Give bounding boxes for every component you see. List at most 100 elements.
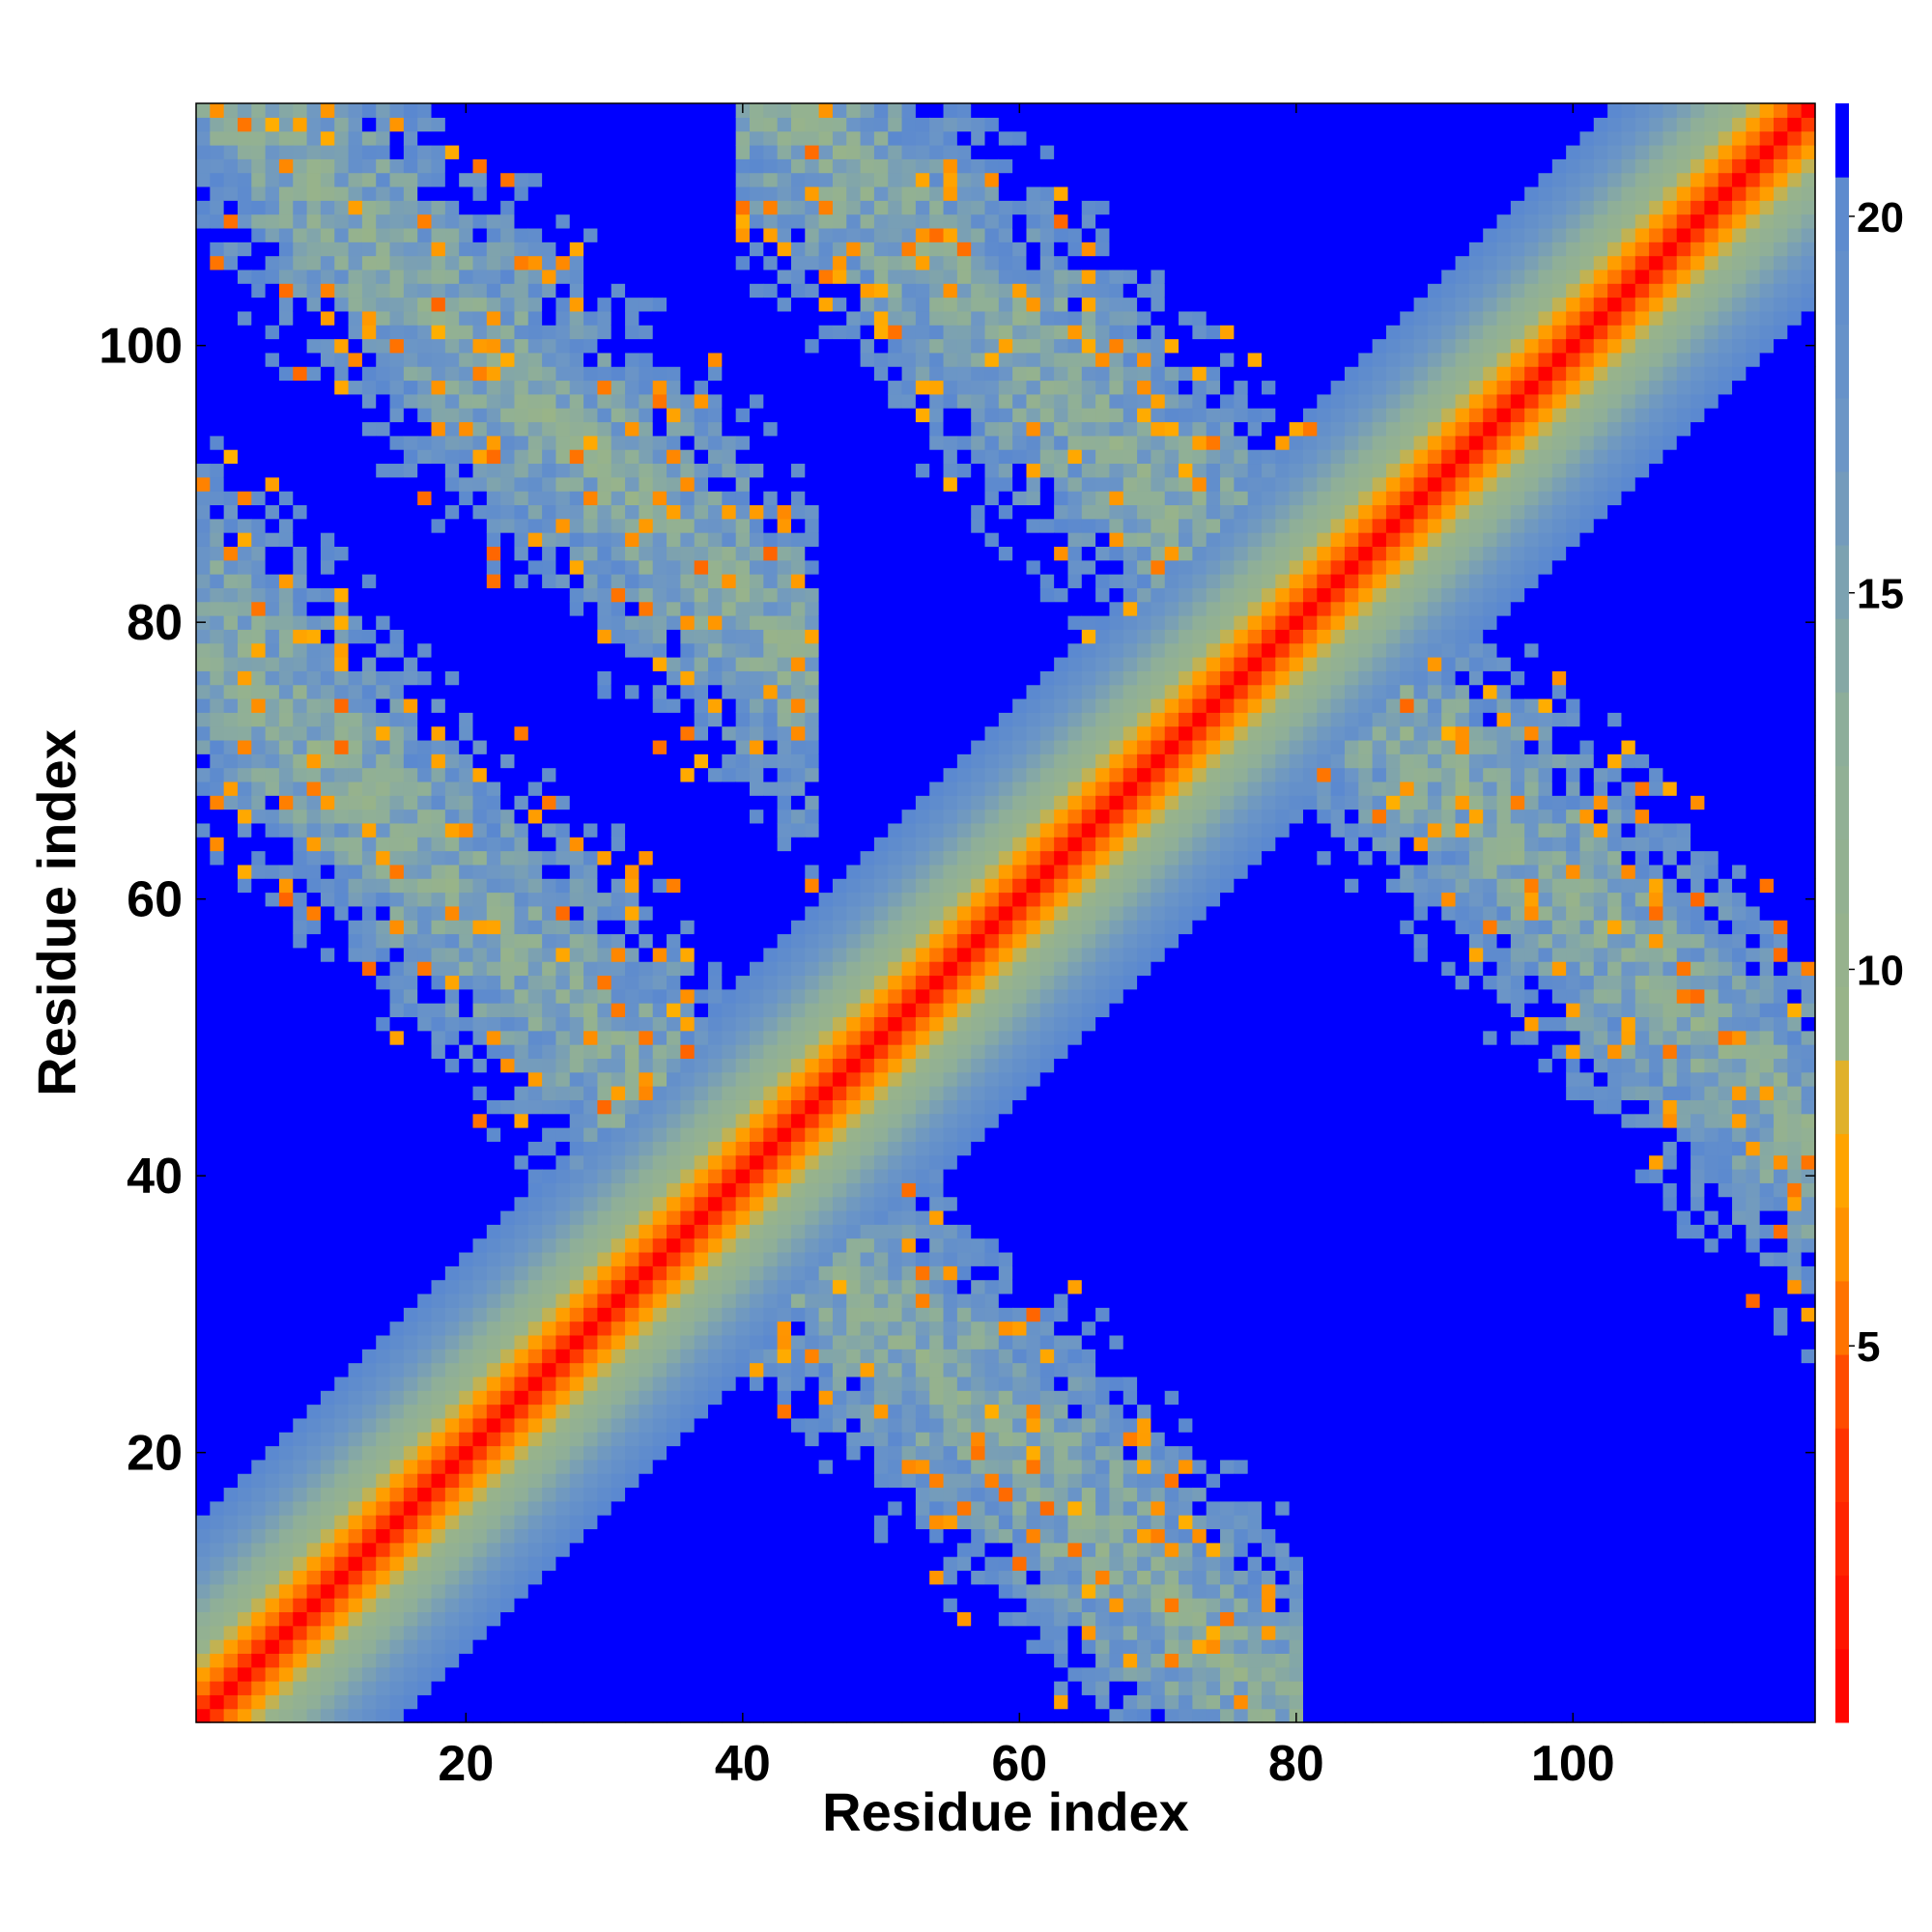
heatmap-cell: [555, 1362, 571, 1378]
heatmap-cell: [694, 213, 709, 229]
heatmap-cell: [348, 325, 363, 340]
heatmap-cell: [444, 421, 460, 437]
heatmap-cell: [583, 629, 599, 644]
heatmap-cell: [293, 753, 308, 769]
heatmap-cell: [597, 1169, 612, 1183]
heatmap-cell: [417, 739, 433, 754]
heatmap-cell: [403, 1611, 418, 1627]
heatmap-cell: [555, 1237, 571, 1253]
heatmap-cell: [293, 1515, 308, 1530]
heatmap-cell: [196, 1362, 211, 1378]
heatmap-cell: [210, 1666, 225, 1682]
heatmap-cell: [722, 933, 737, 949]
heatmap-cell: [472, 864, 488, 879]
heatmap-cell: [417, 325, 433, 340]
heatmap-cell: [196, 421, 211, 437]
heatmap-cell: [389, 172, 405, 187]
heatmap-cell: [625, 1349, 639, 1364]
heatmap-cell: [320, 463, 335, 478]
heatmap-cell: [694, 837, 709, 852]
heatmap-cell: [334, 947, 350, 962]
heatmap-cell: [431, 532, 446, 547]
heatmap-cell: [306, 130, 322, 146]
heatmap-cell: [334, 449, 350, 465]
heatmap-cell: [625, 1154, 639, 1170]
heatmap-cell: [417, 712, 433, 727]
heatmap-cell: [472, 1307, 488, 1322]
heatmap-cell: [639, 1237, 654, 1253]
heatmap-cell: [265, 920, 280, 935]
heatmap-cell: [583, 380, 599, 395]
heatmap-cell: [625, 310, 639, 326]
heatmap-cell: [527, 1099, 543, 1115]
heatmap-cell: [583, 1307, 599, 1322]
heatmap-cell: [667, 1653, 681, 1668]
heatmap-cell: [196, 1016, 211, 1032]
heatmap-cell: [265, 975, 280, 990]
heatmap-cell: [763, 449, 779, 465]
heatmap-cell: [542, 656, 557, 671]
heatmap-cell: [569, 352, 584, 367]
heatmap-cell: [472, 809, 488, 824]
heatmap-cell: [306, 781, 322, 796]
heatmap-cell: [444, 352, 460, 367]
heatmap-cell: [376, 1169, 391, 1183]
heatmap-cell: [361, 242, 377, 257]
heatmap-cell: [210, 601, 225, 616]
heatmap-cell: [293, 1321, 308, 1336]
heatmap-cell: [583, 1625, 599, 1640]
heatmap-cell: [403, 1432, 418, 1447]
heatmap-cell: [431, 670, 446, 686]
heatmap-cell: [500, 1224, 516, 1239]
heatmap-cell: [403, 615, 418, 630]
heatmap-cell: [708, 767, 723, 782]
heatmap-cell: [542, 559, 557, 575]
heatmap-cell: [265, 103, 280, 118]
heatmap-cell: [527, 297, 543, 312]
heatmap-cell: [583, 1417, 599, 1433]
heatmap-cell: [639, 559, 654, 575]
heatmap-cell: [486, 656, 501, 671]
heatmap-cell: [251, 435, 267, 450]
heatmap-cell: [265, 1666, 280, 1682]
heatmap-cell: [389, 518, 405, 533]
heatmap-cell: [223, 1694, 239, 1710]
heatmap-cell: [361, 1113, 377, 1128]
heatmap-cell: [417, 310, 433, 326]
heatmap-cell: [777, 1681, 792, 1695]
heatmap-cell: [196, 117, 211, 132]
heatmap-cell: [472, 227, 488, 242]
heatmap-cell: [514, 185, 529, 201]
heatmap-cell: [320, 629, 335, 644]
heatmap-cell: [472, 1362, 488, 1378]
heatmap-cell: [251, 408, 267, 423]
heatmap-cell: [583, 1432, 599, 1447]
heatmap-cell: [417, 1362, 433, 1378]
heatmap-cell: [403, 1209, 418, 1225]
heatmap-cell: [306, 905, 322, 921]
heatmap-cell: [459, 1653, 474, 1668]
heatmap-cell: [210, 491, 225, 506]
heatmap-cell: [694, 1071, 709, 1087]
heatmap-cell: [597, 255, 612, 270]
heatmap-cell: [542, 1349, 557, 1364]
heatmap-cell: [583, 1376, 599, 1391]
heatmap-cell: [569, 1611, 584, 1627]
heatmap-cell: [444, 1209, 460, 1225]
heatmap-cell: [348, 1666, 363, 1682]
heatmap-cell: [417, 518, 433, 533]
heatmap-cell: [597, 1542, 612, 1557]
heatmap-cell: [237, 1459, 252, 1474]
heatmap-cell: [500, 1570, 516, 1585]
heatmap-cell: [777, 837, 792, 852]
heatmap-cell: [459, 1417, 474, 1433]
heatmap-cell: [210, 1708, 225, 1723]
heatmap-cell: [431, 1279, 446, 1294]
heatmap-cell: [749, 1154, 764, 1170]
heatmap-cell: [667, 1583, 681, 1599]
heatmap-cell: [527, 366, 543, 382]
heatmap-cell: [722, 172, 737, 187]
heatmap-cell: [265, 753, 280, 769]
heatmap-cell: [293, 587, 308, 603]
heatmap-cell: [196, 1376, 211, 1391]
